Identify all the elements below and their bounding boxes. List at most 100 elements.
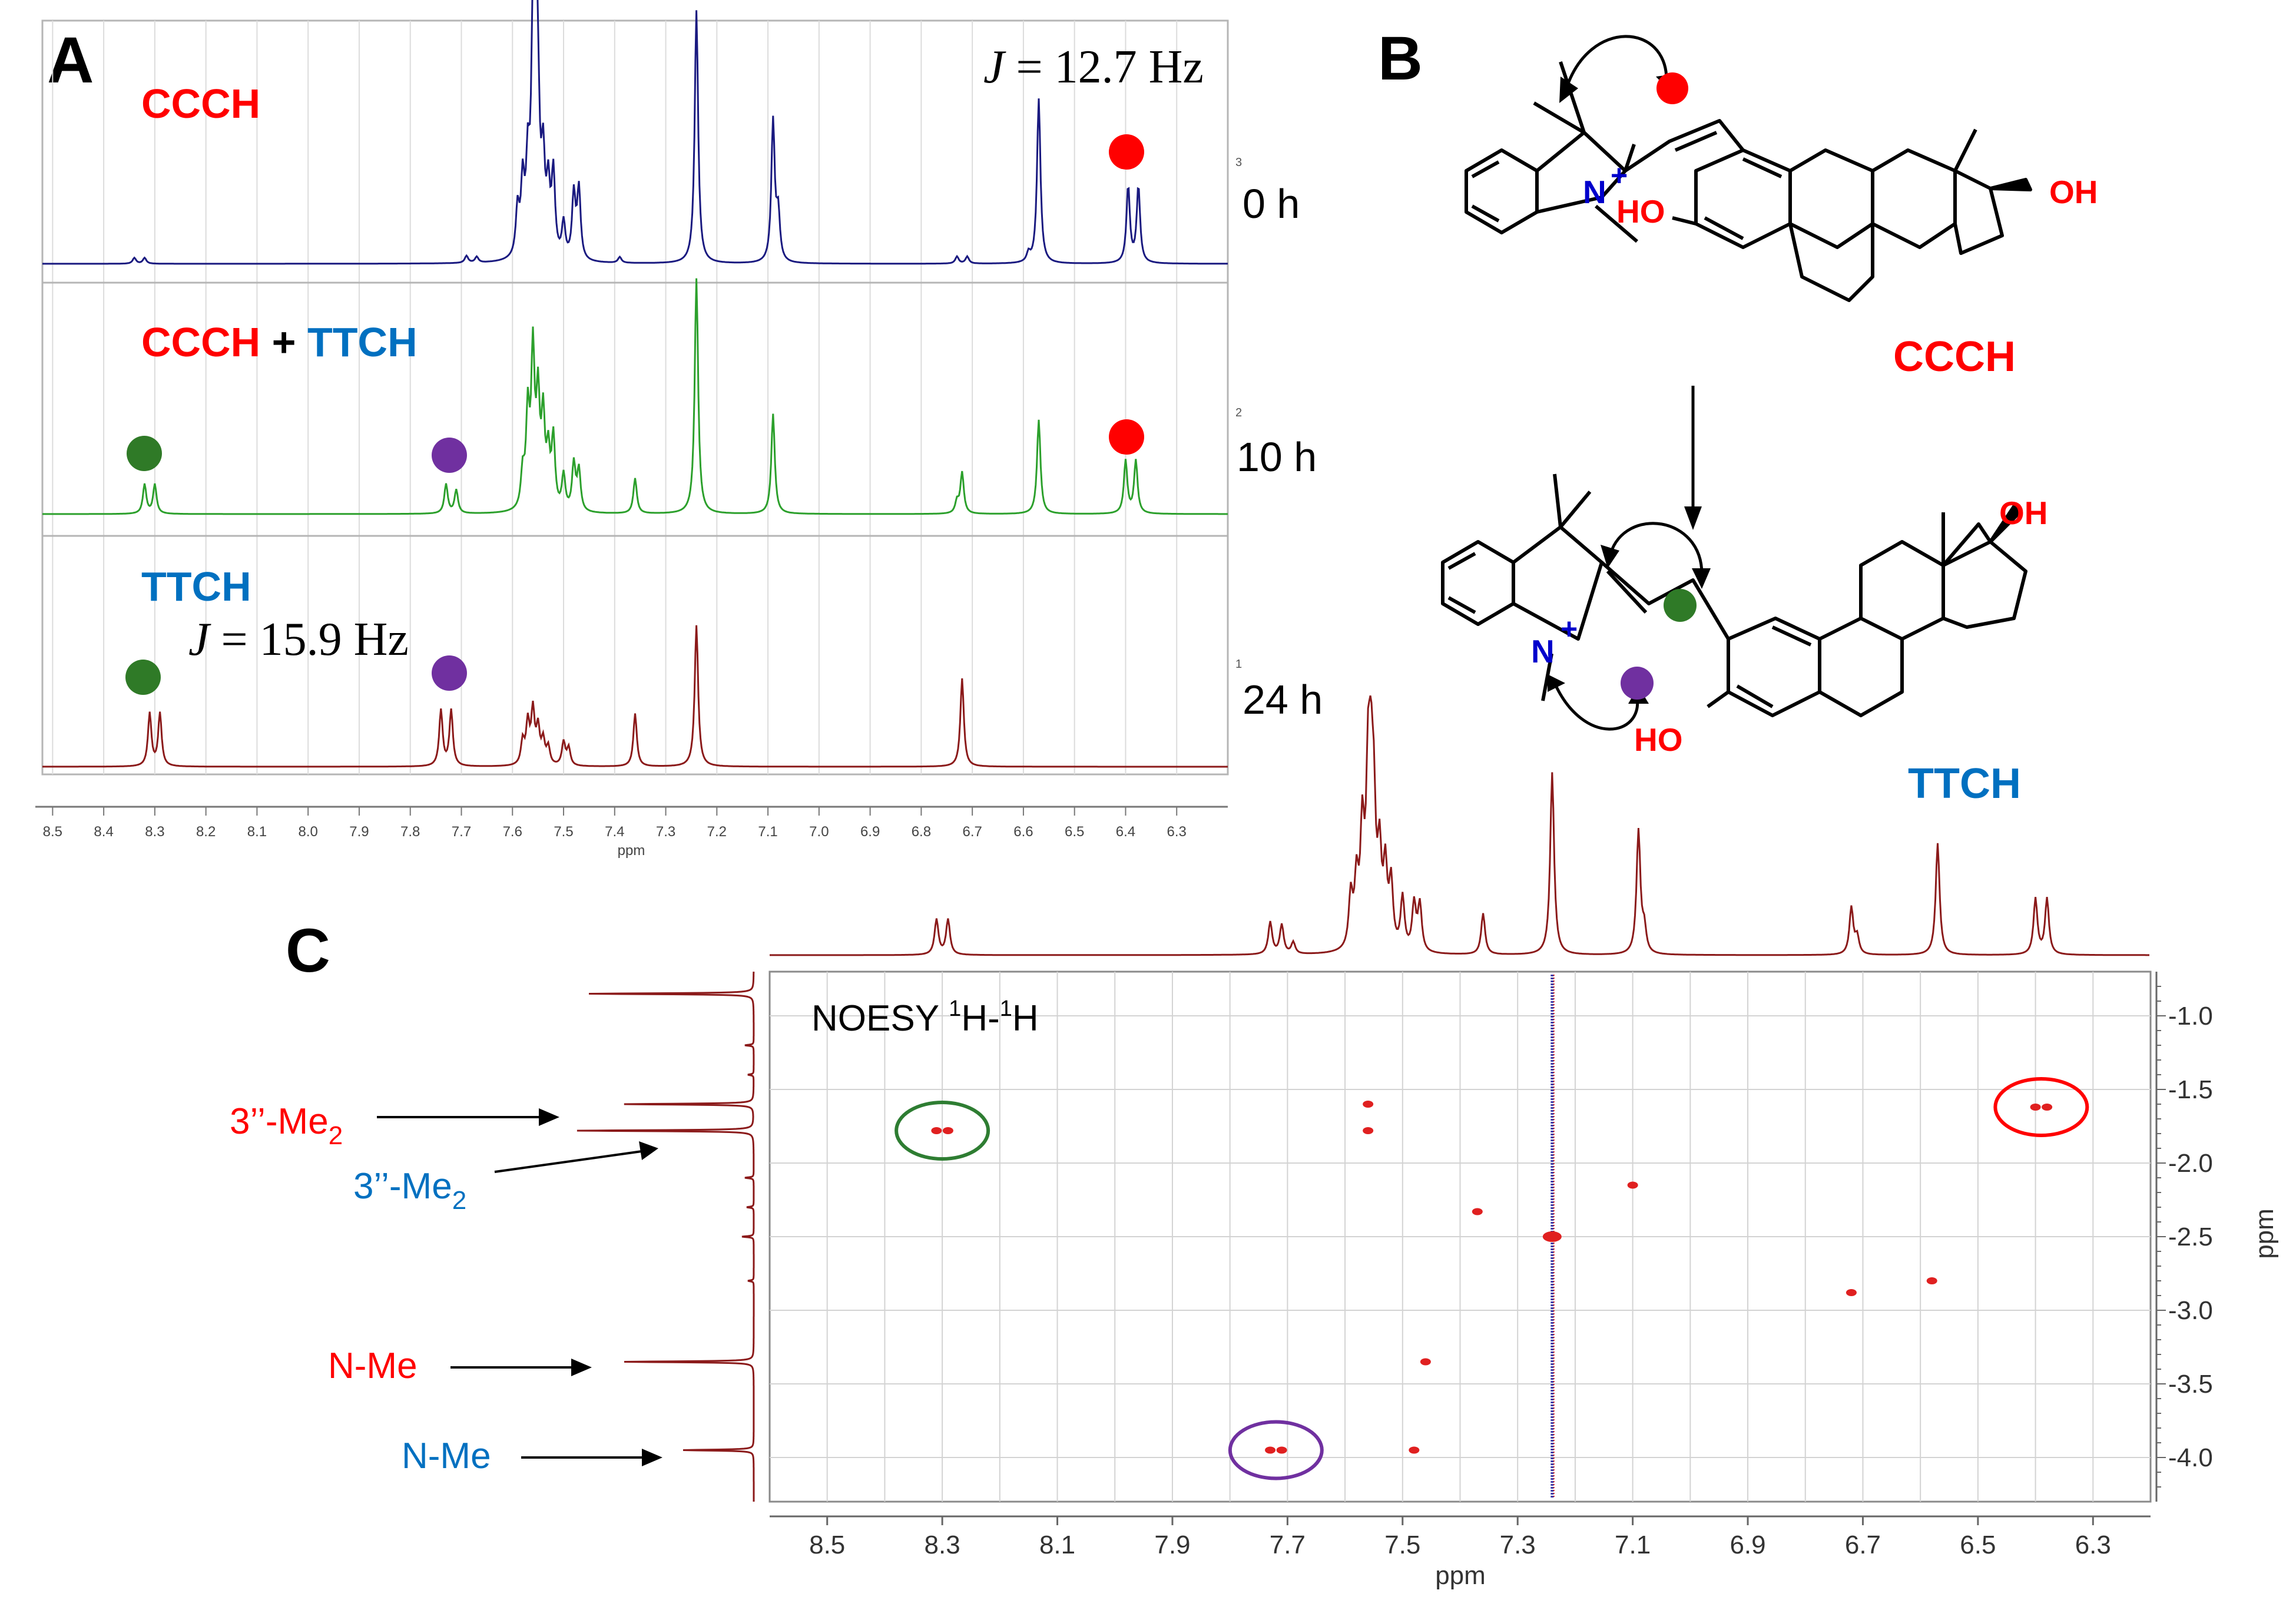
right-tick-3: 3	[1235, 156, 1242, 169]
y-tick-label: -4.0	[2168, 1443, 2213, 1472]
purple-dot-marker	[432, 655, 467, 691]
noesy-cross-peaks	[894, 1077, 2089, 1480]
panel-a-grid	[52, 21, 1178, 774]
x-tick-label: 7.3	[1500, 1531, 1536, 1559]
label-part: +	[260, 319, 307, 365]
left-projection-line	[577, 972, 755, 1502]
j-symbol: J	[188, 614, 211, 665]
panel-b-letter: B	[1378, 24, 1423, 93]
green-dot-marker	[127, 436, 162, 471]
spectrum-label-10h: CCCH + TTCH	[141, 319, 418, 365]
j-top-label: J = 12.7 Hz	[983, 41, 1204, 93]
red-dot-marker	[1109, 134, 1144, 170]
side-label-me2-ccch: 3’’-Me2	[230, 1101, 343, 1150]
x-tick-label: 7.9	[1154, 1531, 1190, 1559]
highlight-circle	[894, 1101, 990, 1161]
noesy-x-label: ppm	[1435, 1561, 1486, 1590]
top-projection-line	[770, 695, 2149, 956]
x-tick-label: 8.3	[145, 824, 164, 840]
right-tick-2: 2	[1235, 406, 1242, 419]
x-tick-label: 7.9	[349, 824, 369, 840]
x-tick-label: 8.3	[925, 1531, 960, 1559]
label-part: CCCH	[141, 319, 260, 365]
highlight-circle	[1228, 1420, 1324, 1480]
x-tick-label: 8.5	[43, 824, 62, 840]
cross-peak	[1542, 1231, 1562, 1242]
cross-peak	[1276, 1446, 1287, 1454]
panel-a-frame	[41, 19, 1229, 776]
purple-dot-marker	[432, 438, 467, 473]
cross-peak	[1846, 1289, 1857, 1296]
x-tick-label: 8.5	[809, 1531, 845, 1559]
x-tick-label: 7.7	[452, 824, 471, 840]
side-label-me2-ttch: 3’’-Me2	[353, 1166, 466, 1215]
time-label-24h: 24 h	[1243, 677, 1323, 723]
x-tick-label: 7.8	[400, 824, 420, 840]
ttch-charge: +	[1561, 612, 1578, 645]
panel-c-letter: C	[286, 916, 330, 985]
j-bottom-label: J = 15.9 Hz	[188, 614, 409, 665]
side-label-nme-ccch: N-Me	[328, 1346, 418, 1386]
label-part: TTCH	[141, 564, 251, 609]
ttch-indole-ring	[1512, 525, 1603, 641]
x-tick-label: 7.1	[758, 824, 777, 840]
spectrum-line-1	[42, 278, 1228, 515]
highlight-circle	[1993, 1077, 2089, 1137]
label-part: CCCH	[141, 81, 260, 127]
title-part: NOESY	[811, 998, 949, 1039]
ccch-phenol-ring	[1694, 148, 1792, 249]
cross-peak	[1363, 1127, 1374, 1134]
noesy-y-ticks: -1.0 -1.5 -2.0 -2.5 -3.0 -3.5 -4.0	[2155, 972, 2213, 1502]
cross-peak	[1627, 1181, 1638, 1189]
x-tick-label: 7.5	[554, 824, 573, 840]
ttch-ho-label: HO	[1634, 721, 1683, 758]
time-label-0h: 0 h	[1243, 181, 1300, 227]
x-tick-label: 6.4	[1116, 824, 1135, 840]
spectrum-label-0h: CCCH	[141, 81, 260, 127]
spectrum-label-24h: TTCH	[141, 564, 251, 609]
x-tick-label: 7.4	[605, 824, 624, 840]
panel-a-spectra	[42, 0, 1228, 768]
noesy-x-ticks: 8.5 8.3 8.1 7.9 7.7 7.5 7.3 7.1 6.9 6.7 6.5 6.3	[770, 1515, 2151, 1559]
x-tick-label: 7.0	[809, 824, 829, 840]
x-tick-label: 8.4	[94, 824, 113, 840]
noe-arrow-ttch-bottom	[1553, 682, 1639, 731]
ccch-name: CCCH	[1893, 333, 2016, 380]
y-tick-label: -2.5	[2168, 1223, 2213, 1251]
x-tick-label: 6.5	[1065, 824, 1084, 840]
side-label-sub: 2	[452, 1186, 466, 1215]
side-label-base: 3’’-Me	[230, 1101, 329, 1142]
green-dot-marker	[125, 660, 161, 695]
panel-a-x-label: ppm	[618, 843, 645, 859]
x-tick-label: 6.9	[1730, 1531, 1765, 1559]
cross-peak	[1472, 1208, 1483, 1215]
cross-peak	[942, 1127, 953, 1134]
red-dot-marker	[1109, 419, 1144, 455]
x-tick-label: 6.7	[1845, 1531, 1881, 1559]
noesy-grid	[770, 972, 2151, 1502]
spectrum-line-0	[42, 0, 1228, 265]
ccch-oh-label: OH	[2049, 174, 2098, 210]
noesy-title: NOESY 1H-1H	[811, 996, 1039, 1039]
cross-peak	[1420, 1358, 1431, 1366]
ccch-benzene-ring	[1465, 148, 1539, 234]
side-label-sub: 2	[329, 1121, 343, 1150]
j-symbol: J	[983, 41, 1006, 93]
ttch-structure	[1441, 473, 2027, 717]
title-sup: 1	[949, 996, 961, 1021]
panel-a-x-ticks: 8.5 8.4 8.3 8.2 8.1 8.0 7.9 7.8 7.7 7.6 7.5 7.4 7.3 7…	[43, 807, 1187, 840]
cross-peak	[1409, 1446, 1420, 1454]
y-tick-label: -3.5	[2168, 1370, 2213, 1399]
cross-peak	[931, 1127, 942, 1134]
y-tick-label: -1.0	[2168, 1002, 2213, 1031]
ttch-name: TTCH	[1908, 760, 2021, 807]
x-tick-label: 7.2	[707, 824, 727, 840]
right-tick-1: 1	[1235, 658, 1242, 671]
x-tick-label: 6.6	[1013, 824, 1033, 840]
spectrum-line-2	[42, 625, 1228, 768]
ttch-n-label: N	[1531, 633, 1555, 670]
y-tick-label: -2.0	[2168, 1149, 2213, 1178]
j-value: = 12.7 Hz	[1005, 41, 1204, 93]
y-tick-label: -1.5	[2168, 1075, 2213, 1104]
